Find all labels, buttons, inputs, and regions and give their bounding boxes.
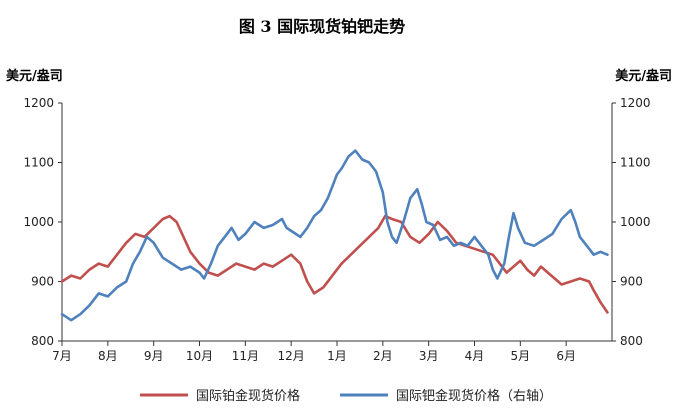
x-tick-label: 3月 — [419, 349, 439, 363]
y-left-tick-label: 800 — [31, 334, 54, 348]
chart-title: 图 3 国际现货铂钯走势 — [239, 17, 405, 36]
legend-label-platinum: 国际铂金现货价格 — [196, 388, 300, 404]
x-tick-label: 11月 — [232, 349, 259, 363]
x-tick-label: 5月 — [511, 349, 531, 363]
series-line-platinum — [60, 214, 609, 314]
y-right-tick-label: 1100 — [620, 156, 651, 170]
x-tick-label: 9月 — [144, 349, 164, 363]
series-lines — [60, 149, 609, 322]
x-axis-ticks: 7月 8月 9月 10月 11月 12月 1月 2月 3月 4月 5月 6月 — [52, 341, 576, 363]
x-tick-label: 6月 — [556, 349, 576, 363]
x-tick-label: 12月 — [278, 349, 305, 363]
x-tick-label: 1月 — [327, 349, 347, 363]
y-right-tick-label: 800 — [620, 334, 643, 348]
x-tick-label: 2月 — [373, 349, 393, 363]
x-tick-label: 4月 — [465, 349, 485, 363]
y-axis-left-unit: 美元/盎司 — [6, 68, 63, 84]
y-axis-right-ticks: 800 900 1000 1100 1200 — [612, 96, 651, 348]
y-left-tick-label: 1000 — [23, 215, 54, 229]
y-left-tick-label: 1200 — [23, 96, 54, 110]
y-left-tick-label: 900 — [31, 275, 54, 289]
y-right-tick-label: 1200 — [620, 96, 651, 110]
y-axis-right-unit: 美元/盎司 — [615, 68, 672, 84]
series-line-palladium — [60, 149, 609, 322]
y-right-tick-label: 1000 — [620, 215, 651, 229]
legend: 国际铂金现货价格 国际钯金现货价格（右轴） — [140, 388, 552, 404]
x-tick-label: 8月 — [98, 349, 118, 363]
x-tick-label: 7月 — [52, 349, 72, 363]
y-left-tick-label: 1100 — [23, 156, 54, 170]
y-right-tick-label: 900 — [620, 275, 643, 289]
legend-label-palladium: 国际钯金现货价格（右轴） — [396, 388, 552, 404]
x-tick-label: 10月 — [186, 349, 213, 363]
y-axis-left-ticks: 800 900 1000 1100 1200 — [23, 96, 62, 348]
